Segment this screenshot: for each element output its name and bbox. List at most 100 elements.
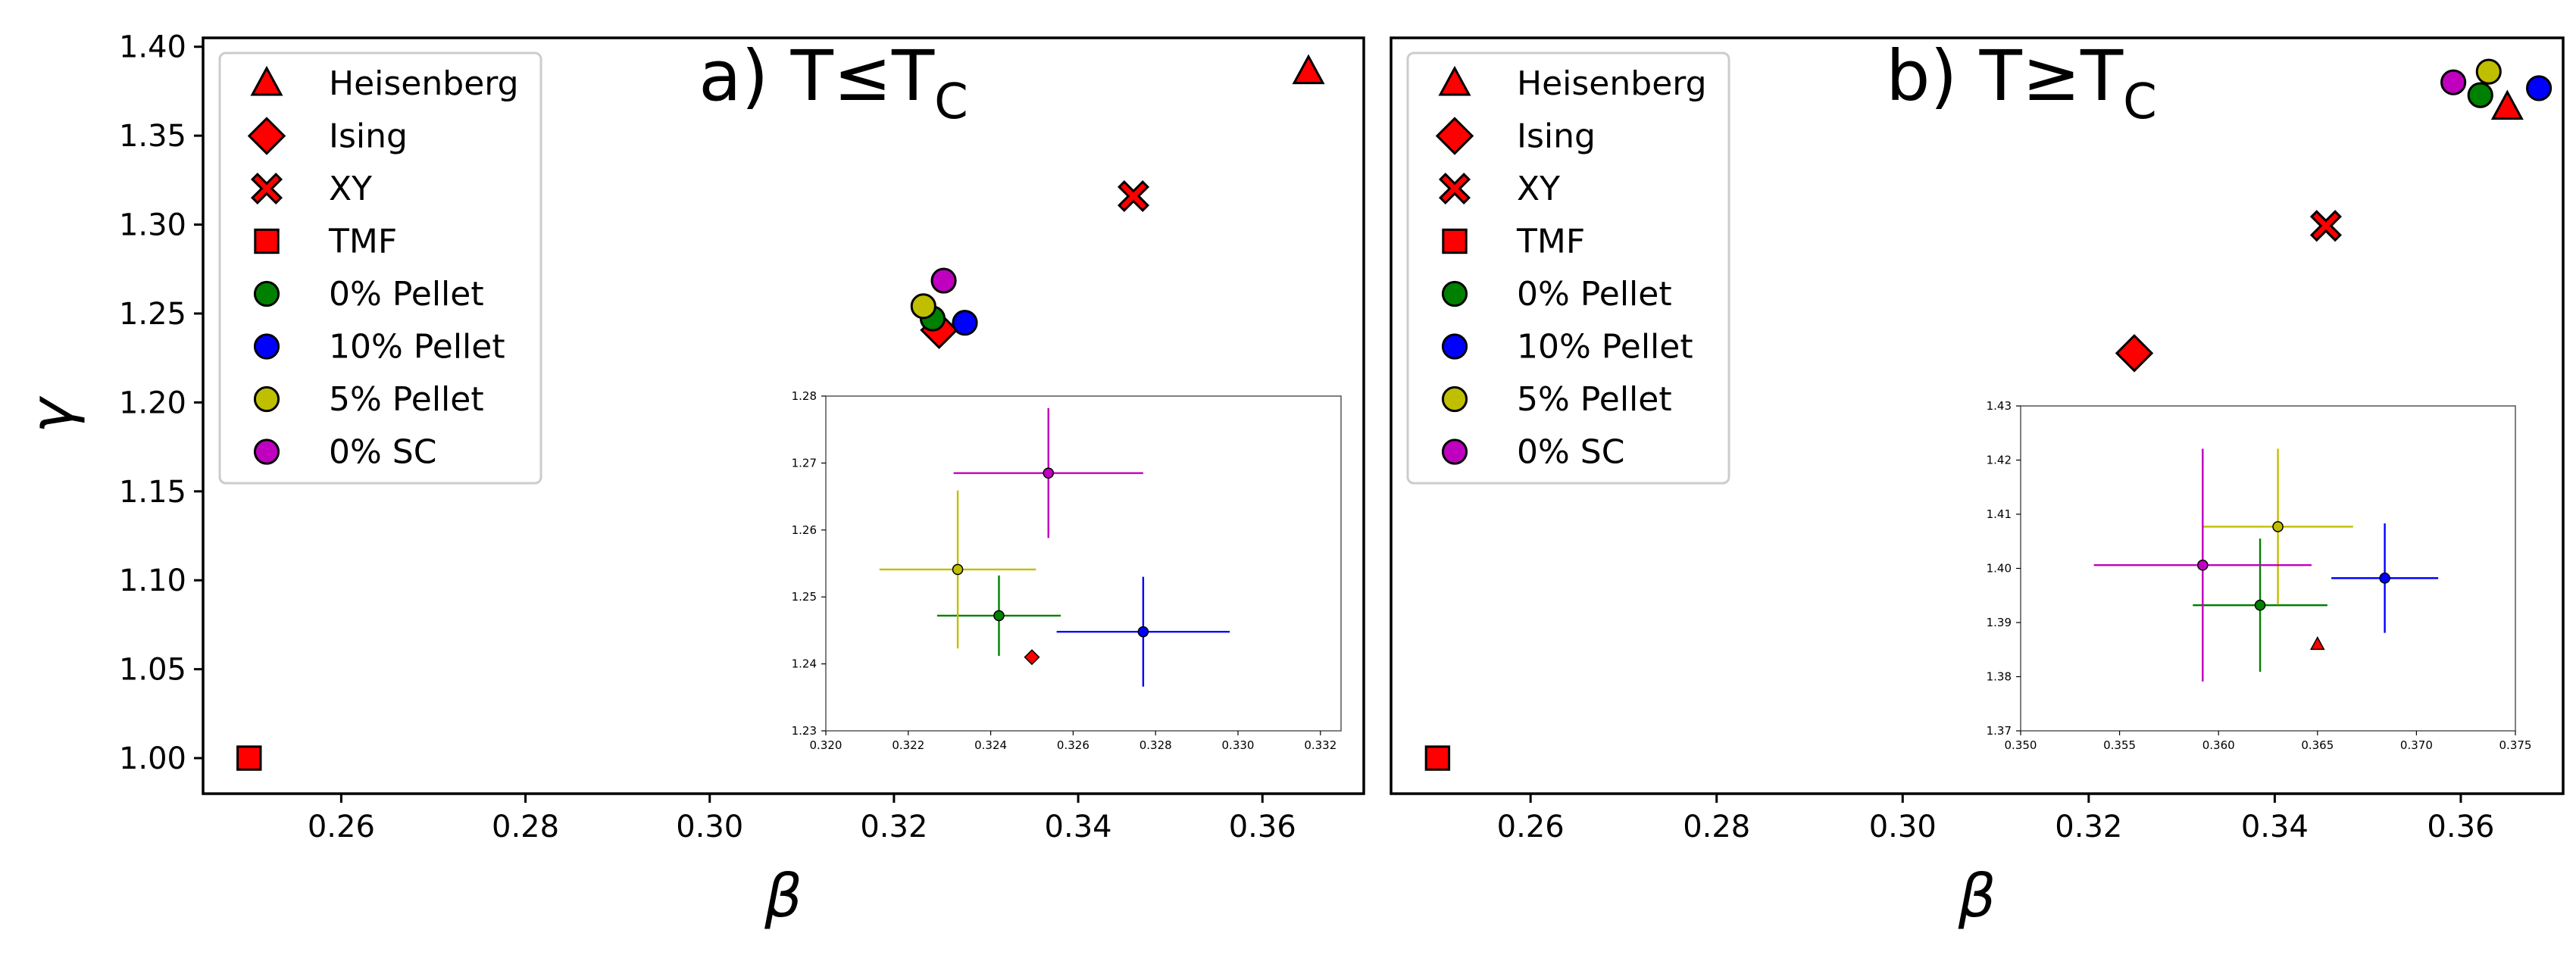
legend-marker-5-pellet bbox=[253, 385, 280, 413]
inset-point-ising bbox=[1024, 649, 1040, 666]
legend-label: 10% Pellet bbox=[329, 328, 505, 367]
legend-label: Heisenberg bbox=[329, 64, 519, 103]
x-tick-label: 0.30 bbox=[676, 810, 743, 844]
legend-marker-0-sc bbox=[253, 438, 280, 465]
data-point-ising bbox=[2115, 334, 2154, 373]
legend-marker-0-pellet bbox=[253, 280, 280, 307]
y-axis-label: γ bbox=[18, 395, 86, 433]
y-tick-label: 1.15 bbox=[119, 475, 186, 510]
legend-label: XY bbox=[1517, 170, 1560, 208]
legend-item: XY bbox=[250, 170, 372, 208]
inset-y-tick-label: 1.24 bbox=[792, 657, 817, 671]
y-tick-label: 1.30 bbox=[119, 208, 186, 243]
inset-y-tick-label: 1.42 bbox=[1987, 454, 2012, 467]
inset-y-tick-label: 1.28 bbox=[792, 389, 817, 403]
legend-item: 0% SC bbox=[1441, 433, 1624, 472]
legend-item: TMF bbox=[254, 223, 397, 261]
inset-point-5-pellet bbox=[2272, 521, 2284, 532]
legend-marker-10-pellet bbox=[253, 333, 280, 360]
legend-item: Ising bbox=[1435, 117, 1596, 156]
legend-item: 0% SC bbox=[253, 433, 436, 472]
legend-label: 5% Pellet bbox=[1517, 380, 1672, 419]
legend-label: 0% SC bbox=[1517, 433, 1624, 472]
legend-marker-heisenberg bbox=[250, 65, 283, 96]
legend-label: Heisenberg bbox=[1517, 64, 1707, 103]
legend-marker-ising bbox=[1435, 117, 1474, 155]
inset-y-tick-label: 1.37 bbox=[1987, 724, 2012, 738]
legend-label: TMF bbox=[1516, 223, 1585, 261]
legend-box bbox=[218, 51, 542, 485]
legend-label: 5% Pellet bbox=[329, 380, 484, 419]
inset-point-10-pellet bbox=[2379, 573, 2390, 584]
inset-x-tick-label: 0.370 bbox=[2400, 738, 2433, 752]
legend-label: XY bbox=[329, 170, 372, 208]
x-tick-label: 0.36 bbox=[2427, 810, 2494, 844]
y-tick-label: 1.05 bbox=[119, 653, 186, 688]
panel-title-text: a) T≤T bbox=[699, 36, 935, 117]
inset-point-0-pellet bbox=[993, 610, 1005, 622]
inset-x-tick-label: 0.355 bbox=[2103, 738, 2136, 752]
x-tick-label: 0.36 bbox=[1229, 810, 1296, 844]
inset-x-tick-label: 0.375 bbox=[2499, 738, 2532, 752]
inset-plot-area bbox=[2020, 405, 2516, 732]
inset-y-tick-label: 1.43 bbox=[1987, 399, 2012, 413]
inset-x-tick-label: 0.330 bbox=[1222, 738, 1255, 752]
legend-box bbox=[1406, 51, 1730, 485]
y-tick-label: 1.20 bbox=[119, 385, 186, 420]
legend-marker-tmf bbox=[1442, 228, 1468, 254]
legend-marker-xy bbox=[1438, 172, 1471, 205]
legend: Heisenberg Ising XY TMF 0% Pellet 10% Pellet 5… bbox=[218, 51, 542, 485]
x-tick-label: 0.34 bbox=[1045, 810, 1112, 844]
legend-label: TMF bbox=[328, 223, 397, 261]
panel-title-subscript: C bbox=[2123, 74, 2157, 130]
legend-item: XY bbox=[1438, 170, 1560, 208]
y-tick-label: 1.00 bbox=[119, 741, 186, 776]
inset-y-tick-label: 1.26 bbox=[792, 523, 817, 537]
legend-marker-10-pellet bbox=[1441, 333, 1468, 360]
panel-title: a) T≤TC bbox=[699, 36, 968, 130]
data-point-0-pellet bbox=[2467, 82, 2493, 108]
legend-item: 10% Pellet bbox=[1441, 328, 1693, 367]
inset-chart: 0.320 0.322 0.324 0.326 0.328 0.330 0.332 1.23 1… bbox=[792, 389, 1342, 752]
inset-x-tick-label: 0.332 bbox=[1304, 738, 1336, 752]
x-axis-label: β bbox=[1958, 863, 1996, 931]
legend-marker-5-pellet bbox=[1441, 385, 1468, 413]
x-tick-label: 0.32 bbox=[860, 810, 927, 844]
inset-y-tick-label: 1.40 bbox=[1987, 562, 2012, 576]
inset-point-heisenberg bbox=[2309, 636, 2325, 651]
inset-y-tick-label: 1.23 bbox=[792, 724, 817, 738]
inset-x-tick-label: 0.360 bbox=[2202, 738, 2235, 752]
legend-marker-0-pellet bbox=[1441, 280, 1468, 307]
inset-chart: 0.350 0.355 0.360 0.365 0.370 0.375 1.37 1.38 1.… bbox=[1987, 399, 2532, 752]
data-point-xy bbox=[1118, 179, 1150, 213]
inset-point-10-pellet bbox=[1137, 626, 1149, 638]
legend-marker-xy bbox=[250, 172, 283, 205]
data-point-5-pellet bbox=[2475, 58, 2502, 85]
x-axis-label: β bbox=[764, 863, 802, 931]
legend-item: Heisenberg bbox=[250, 64, 519, 103]
y-tick-label: 1.25 bbox=[119, 297, 186, 332]
inset-y-tick-label: 1.25 bbox=[792, 590, 817, 604]
panel-b: 0.26 0.28 0.30 0.32 0.34 0.36 β b) T≥TC Heisenbe… bbox=[1390, 36, 2565, 931]
inset-x-tick-label: 0.322 bbox=[892, 738, 924, 752]
legend-marker-heisenberg bbox=[1438, 65, 1471, 96]
inset-point-0-sc bbox=[2196, 559, 2209, 571]
data-point-xy bbox=[2309, 210, 2342, 242]
x-tick-label: 0.30 bbox=[1869, 810, 1937, 844]
x-tick-label: 0.26 bbox=[308, 810, 375, 844]
legend-label: 10% Pellet bbox=[1517, 328, 1693, 367]
legend-item: 0% Pellet bbox=[1441, 275, 1672, 314]
panel-title-text: b) T≥T bbox=[1886, 36, 2124, 117]
data-point-5-pellet bbox=[910, 293, 936, 320]
legend-item: 10% Pellet bbox=[253, 328, 505, 367]
legend-label: 0% SC bbox=[329, 433, 436, 472]
x-tick-label: 0.34 bbox=[2241, 810, 2309, 844]
inset-x-tick-label: 0.350 bbox=[2005, 738, 2037, 752]
data-point-0-sc bbox=[930, 267, 957, 294]
legend-marker-ising bbox=[247, 117, 286, 155]
legend-item: Heisenberg bbox=[1438, 64, 1707, 103]
legend-label: Ising bbox=[1517, 117, 1596, 156]
legend-label: 0% Pellet bbox=[1517, 275, 1672, 314]
inset-y-tick-label: 1.41 bbox=[1987, 507, 2012, 521]
